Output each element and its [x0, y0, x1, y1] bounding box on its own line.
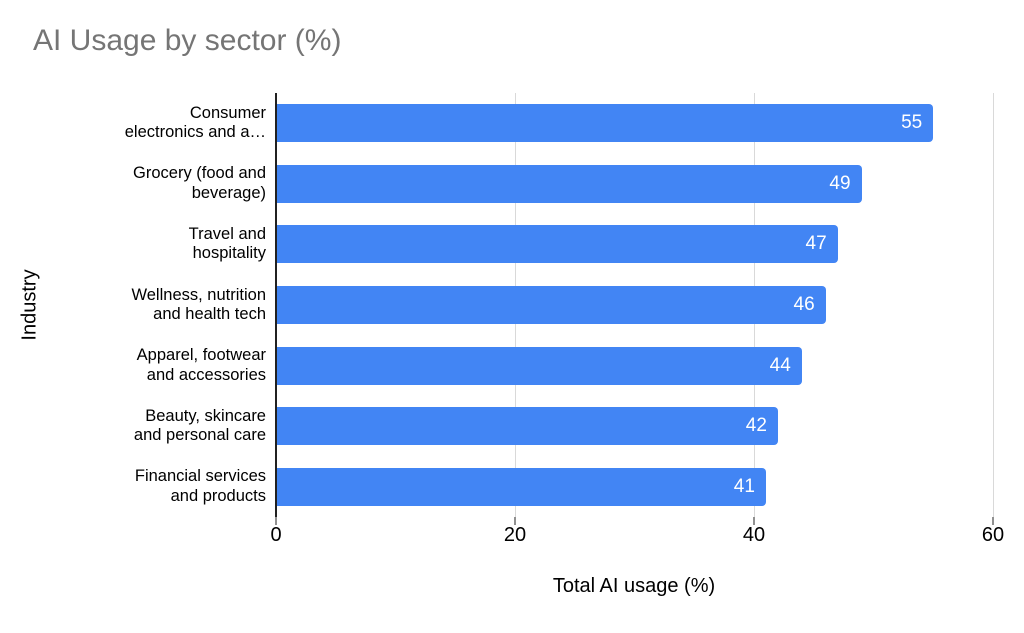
- bar: 49: [276, 164, 862, 203]
- bar: 44: [276, 346, 802, 385]
- category-label-line: Wellness, nutrition: [131, 285, 266, 304]
- category-label-line: and accessories: [146, 365, 266, 384]
- chart-title: AI Usage by sector (%): [33, 24, 342, 57]
- x-axis-tick-label: 40: [742, 524, 766, 546]
- bar-row: 42: [276, 396, 993, 457]
- category-label: Consumer electronics and a…: [56, 93, 266, 154]
- bar-row: 49: [276, 154, 993, 215]
- bar-value-label: 44: [769, 354, 791, 376]
- x-axis-title: Total AI usage (%): [552, 575, 716, 597]
- category-label: Beauty, skincare and personal care: [56, 396, 266, 457]
- y-axis-line: [275, 93, 277, 517]
- bar-value-label: 49: [829, 172, 851, 194]
- bar-value-label: 55: [901, 112, 923, 134]
- bar-value-label: 47: [805, 233, 827, 255]
- bar: 55: [276, 104, 934, 143]
- category-label-line: Travel and: [188, 224, 266, 243]
- category-label: Financial services and products: [56, 456, 266, 517]
- category-label: Apparel, footwear and accessories: [56, 335, 266, 396]
- bar-row: 47: [276, 214, 993, 275]
- category-label-line: and health tech: [153, 305, 266, 324]
- bar-row: 46: [276, 275, 993, 336]
- bar-row: 55: [276, 93, 993, 154]
- bar-value-label: 42: [745, 415, 767, 437]
- category-label-line: and products: [170, 486, 266, 505]
- x-axis-tick-label: 20: [503, 524, 527, 546]
- plot-area: 55 49 47 46 44 42 41: [275, 93, 994, 525]
- category-label-line: Apparel, footwear: [136, 346, 266, 365]
- bar-value-label: 46: [793, 294, 815, 316]
- category-label: Travel and hospitality: [56, 214, 266, 275]
- category-label-line: hospitality: [192, 244, 266, 263]
- x-axis-tick: [275, 517, 277, 525]
- category-label: Wellness, nutrition and health tech: [56, 275, 266, 336]
- x-axis-tick: [753, 517, 755, 525]
- x-axis-tick-labels: 0 20 40 60: [270, 524, 1004, 548]
- category-label: Grocery (food and beverage): [56, 154, 266, 215]
- category-label-line: electronics and a…: [124, 123, 266, 142]
- y-axis-title: Industry: [18, 269, 41, 341]
- category-axis-labels: Consumer electronics and a… Grocery (food …: [56, 93, 266, 517]
- x-axis-tick: [992, 517, 994, 525]
- category-label-line: beverage): [191, 183, 266, 202]
- category-label-line: Consumer: [189, 103, 266, 122]
- bar-rows: 55 49 47 46 44 42 41: [276, 93, 993, 517]
- bar-row: 41: [276, 456, 993, 517]
- x-axis-tick-label: 60: [981, 524, 1005, 546]
- bar-row: 44: [276, 335, 993, 396]
- bar: 42: [276, 407, 778, 446]
- category-label-line: Grocery (food and: [133, 164, 266, 183]
- bar: 46: [276, 286, 826, 325]
- category-label-line: and personal care: [133, 426, 266, 445]
- x-axis-tick-label: 0: [270, 524, 282, 546]
- bar-value-label: 41: [733, 475, 755, 497]
- category-label-line: Beauty, skincare: [145, 406, 266, 425]
- gridline: [993, 93, 994, 517]
- bar: 41: [276, 467, 766, 506]
- category-label-line: Financial services: [134, 467, 266, 486]
- x-axis-tick: [514, 517, 516, 525]
- bar: 47: [276, 225, 838, 264]
